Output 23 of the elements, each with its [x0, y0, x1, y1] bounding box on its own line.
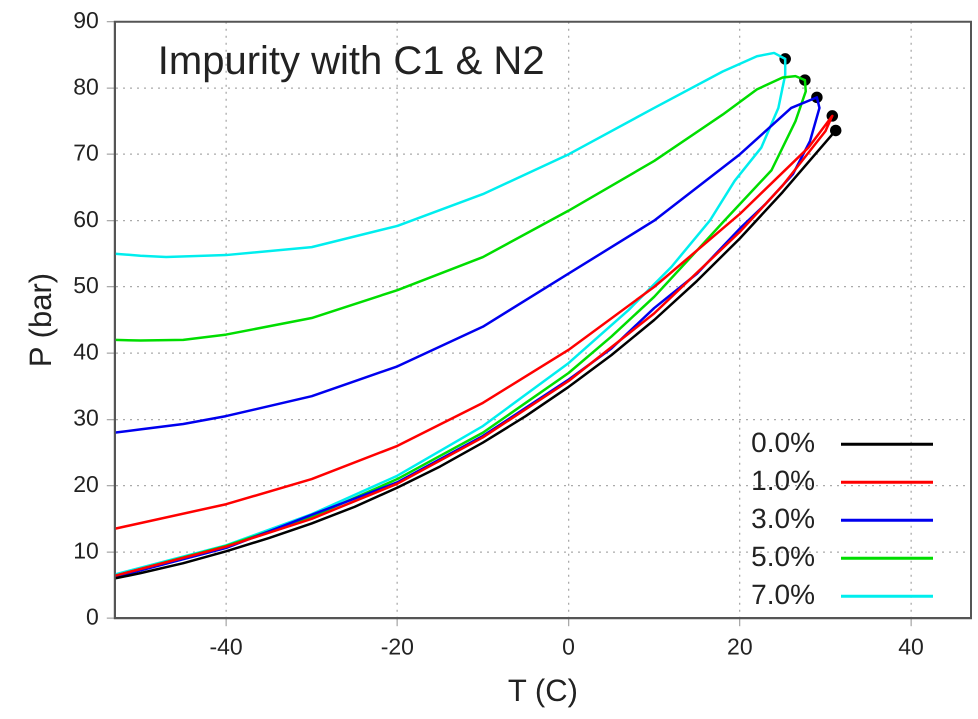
chart-title: Impurity with C1 & N2: [158, 38, 545, 83]
y-tick-label: 50: [73, 272, 99, 298]
legend-label: 1.0%: [751, 464, 815, 496]
x-tick-label: -40: [209, 633, 243, 660]
y-tick-label: 90: [73, 7, 99, 34]
y-axis-title: P (bar): [23, 272, 58, 368]
x-axis-title: T (C): [508, 672, 578, 708]
y-tick-label: 30: [73, 404, 99, 431]
x-tick-label: 40: [898, 633, 924, 660]
legend-label: 0.0%: [751, 426, 815, 458]
y-tick-label: 40: [73, 338, 99, 364]
y-tick-label: 10: [73, 537, 99, 564]
y-tick-label: 80: [73, 73, 99, 100]
legend-label: 7.0%: [751, 578, 815, 610]
x-tick-label: -20: [380, 633, 414, 660]
x-tick-label: 0: [562, 633, 575, 660]
legend-label: 5.0%: [751, 540, 815, 572]
legend-label: 3.0%: [751, 502, 815, 534]
y-tick-label: 60: [73, 206, 99, 232]
y-tick-label: 70: [73, 140, 99, 166]
y-tick-label: 20: [73, 471, 99, 498]
x-tick-label: 20: [727, 633, 753, 660]
y-tick-label: 0: [86, 604, 99, 630]
